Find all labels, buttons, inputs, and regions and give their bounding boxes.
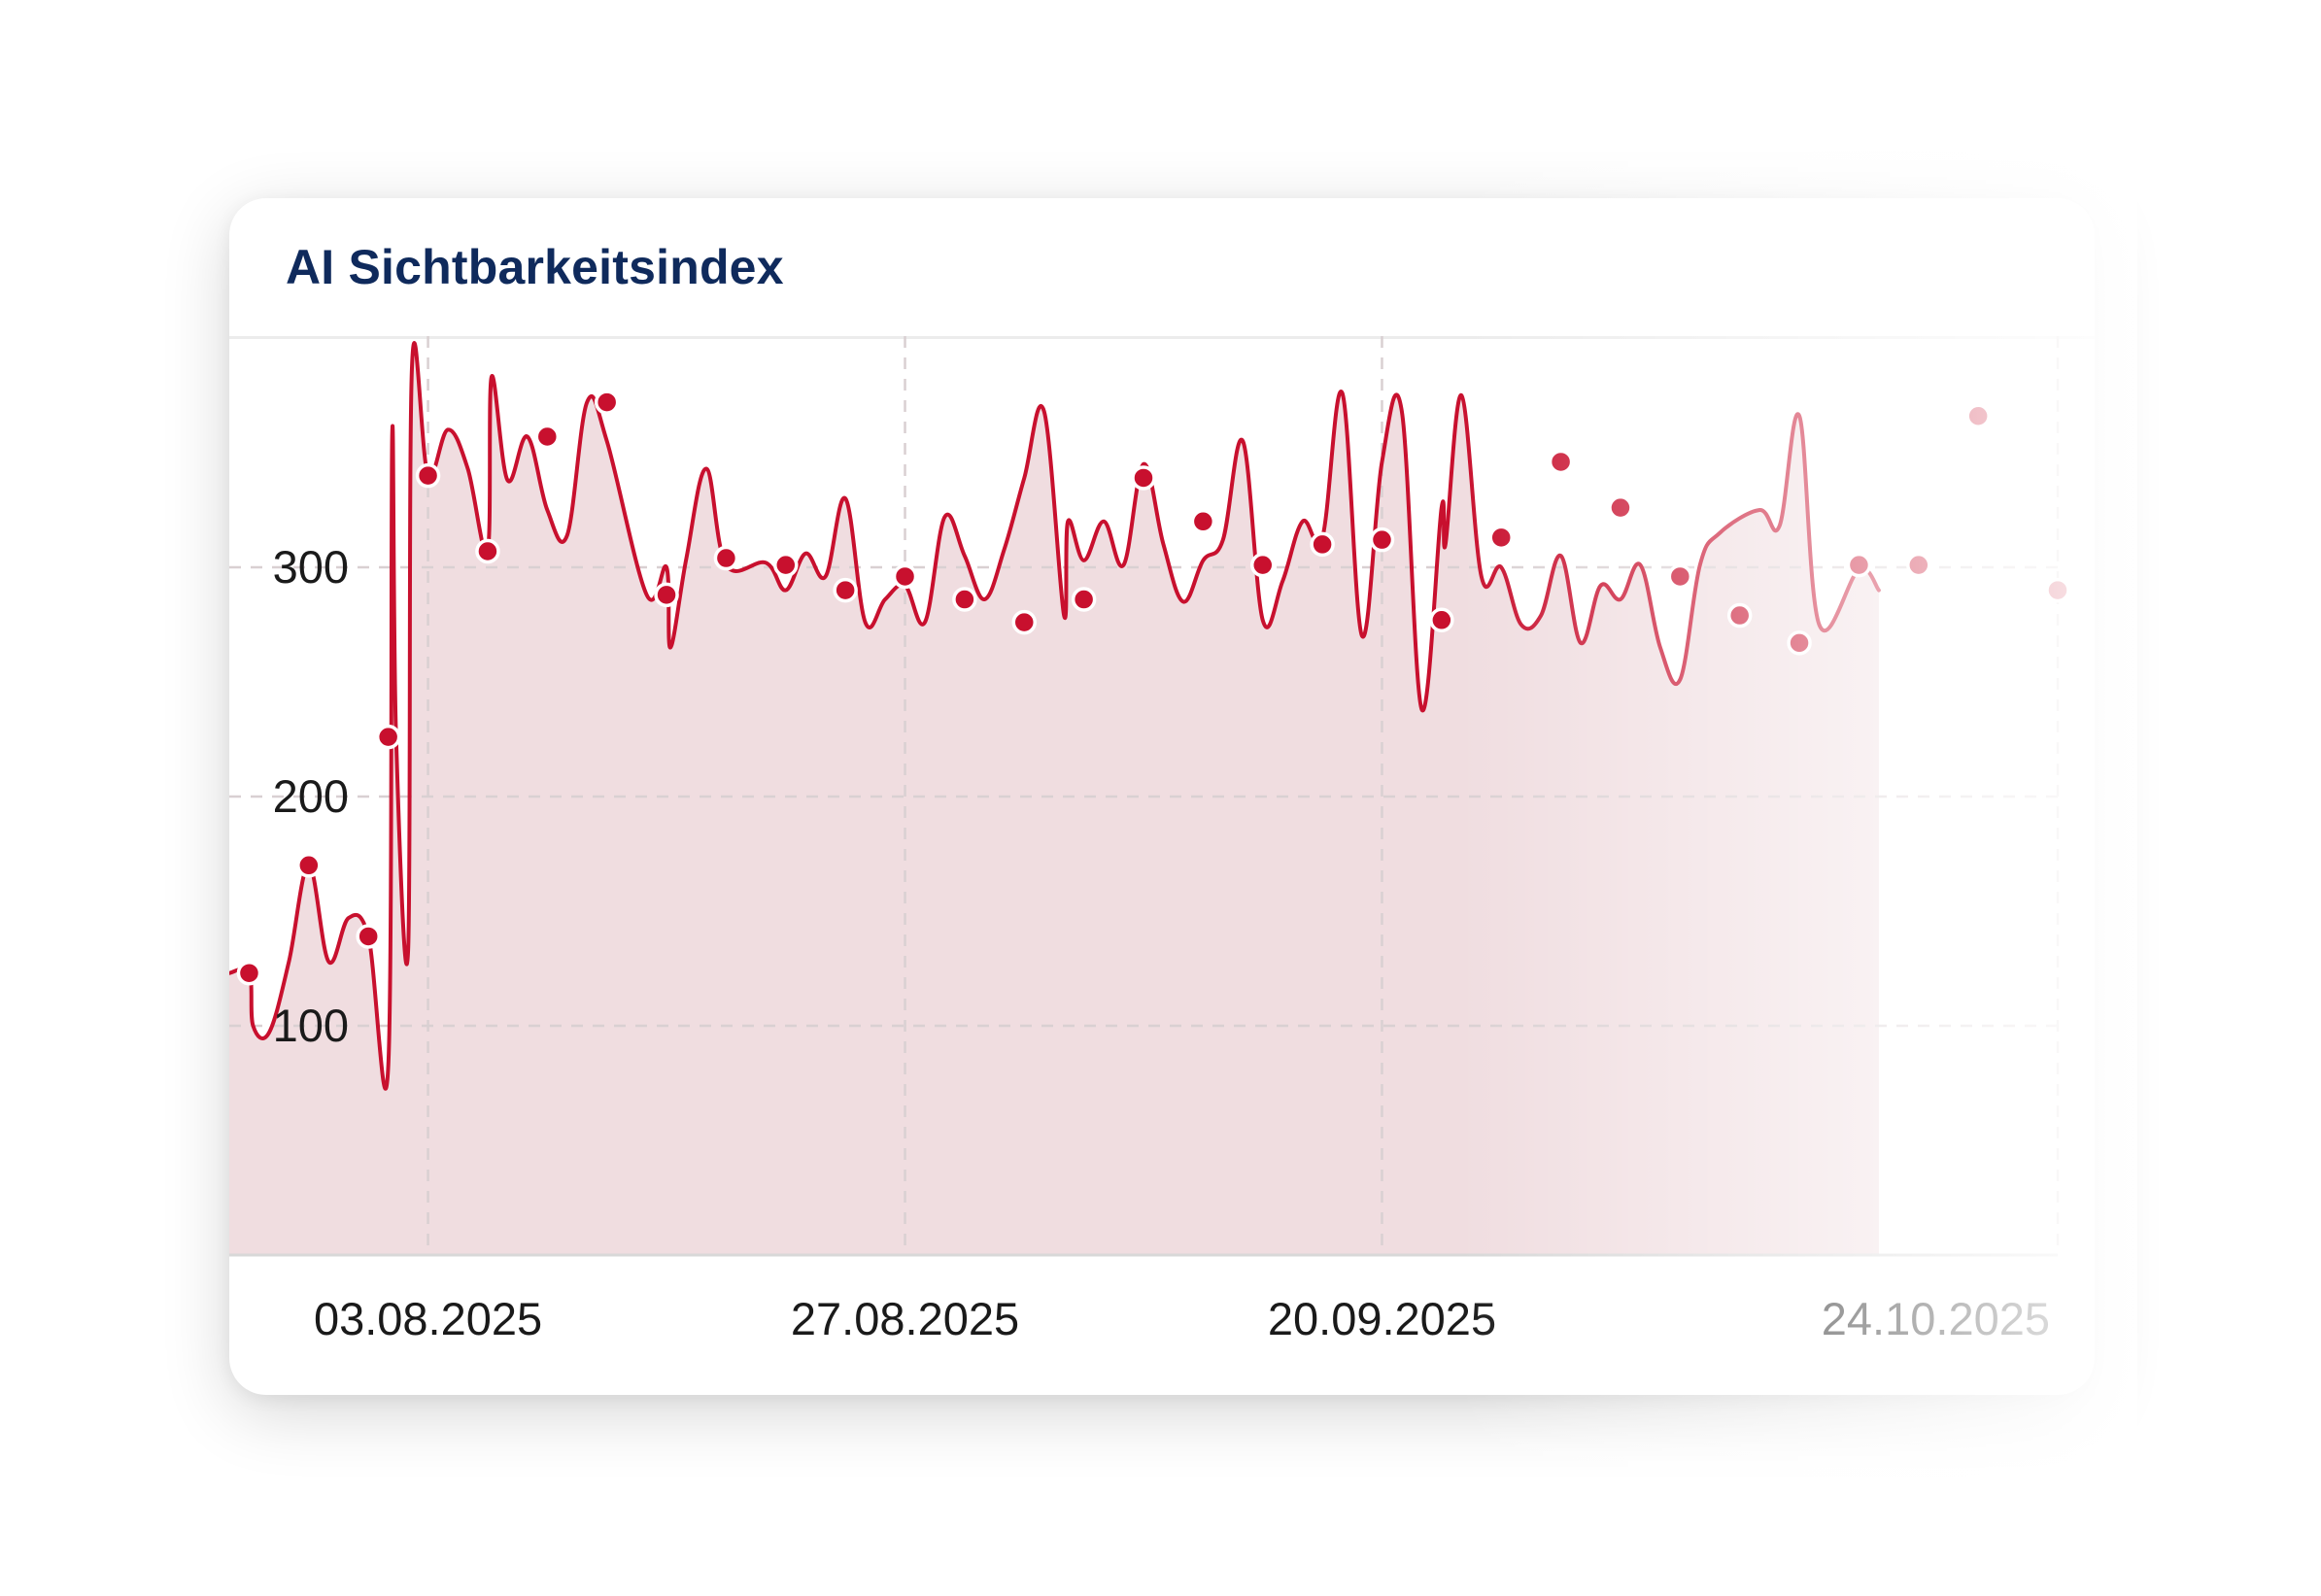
data-point bbox=[1310, 531, 1335, 558]
data-point bbox=[2045, 577, 2070, 603]
data-point bbox=[1846, 552, 1872, 578]
data-point bbox=[773, 552, 799, 578]
data-point bbox=[654, 582, 679, 608]
data-point bbox=[1548, 449, 1574, 475]
data-point bbox=[1369, 526, 1395, 553]
y-tick-label: 200 bbox=[273, 770, 349, 822]
data-point bbox=[594, 390, 620, 415]
y-tick-label: 300 bbox=[273, 541, 349, 593]
data-point bbox=[1667, 563, 1693, 590]
data-point bbox=[1249, 552, 1276, 578]
x-tick-label: 24.10.2025 bbox=[1822, 1293, 2050, 1344]
data-point bbox=[1071, 587, 1097, 612]
data-point bbox=[415, 462, 441, 489]
plot-area bbox=[229, 336, 2070, 1255]
data-point bbox=[1726, 602, 1753, 628]
axes: 100 200 300 03.08.2025 27.08.2025 20.09.2025 2… bbox=[229, 541, 2058, 1344]
chart-title: AI Sichtbarkeitsindex bbox=[286, 240, 784, 294]
data-point bbox=[236, 960, 262, 986]
x-tick-label: 27.08.2025 bbox=[791, 1293, 1019, 1344]
data-point bbox=[375, 724, 401, 750]
data-point bbox=[833, 577, 858, 603]
data-point bbox=[1011, 609, 1038, 635]
data-point bbox=[1906, 552, 1931, 578]
data-point bbox=[952, 587, 977, 612]
data-point bbox=[296, 853, 322, 878]
data-point bbox=[1965, 403, 1991, 428]
x-tick-label: 03.08.2025 bbox=[314, 1293, 542, 1344]
data-point bbox=[713, 545, 739, 571]
data-point bbox=[1190, 509, 1216, 534]
y-tick-label: 100 bbox=[273, 1000, 349, 1051]
data-point bbox=[1429, 607, 1454, 633]
x-tick-label: 20.09.2025 bbox=[1268, 1293, 1496, 1344]
header-divider bbox=[229, 336, 2095, 339]
data-point bbox=[1787, 630, 1812, 656]
data-point bbox=[534, 424, 561, 450]
data-point bbox=[475, 538, 500, 564]
data-point bbox=[1488, 525, 1514, 551]
data-point bbox=[892, 563, 918, 590]
data-point bbox=[1608, 494, 1633, 521]
data-point bbox=[1131, 465, 1156, 491]
data-point bbox=[356, 924, 381, 949]
